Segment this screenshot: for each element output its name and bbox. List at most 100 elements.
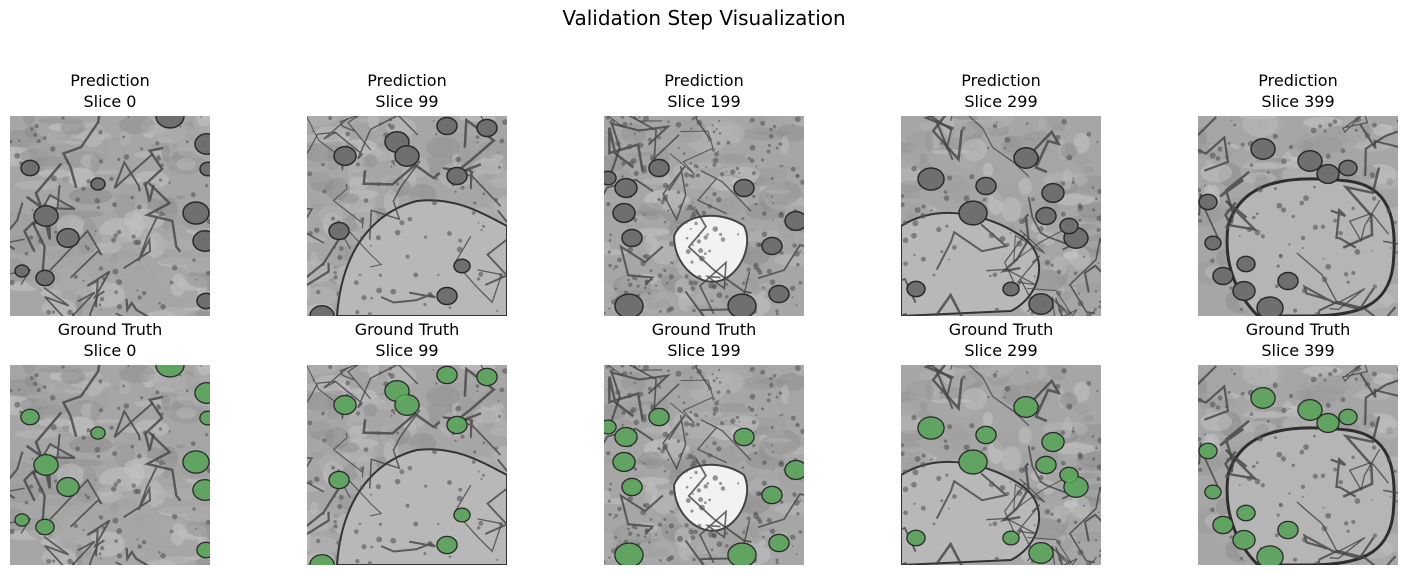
panel-title: Ground Truth: [57, 320, 163, 339]
panel-slice-label: Slice 299: [964, 92, 1038, 111]
mask-region: [762, 487, 782, 503]
prediction-image: [307, 116, 507, 316]
panel-slice-label: Slice 199: [667, 341, 741, 360]
mask-region: [36, 519, 54, 535]
mask-region: [200, 411, 210, 425]
mask-region: [728, 543, 756, 565]
mask-region: [1251, 388, 1275, 408]
ground-truth-panel-title: Ground Truth Slice 199: [554, 319, 854, 361]
panel-title: Ground Truth: [651, 320, 757, 339]
panel-title: Prediction: [1258, 71, 1338, 90]
mask-region: [1339, 409, 1357, 425]
em-slice-image: [307, 365, 507, 565]
panel-slice-label: Slice 299: [964, 341, 1038, 360]
mask-region: [437, 537, 457, 553]
mask-region: [1060, 467, 1078, 483]
mask-region: [769, 535, 789, 551]
mask-region: [197, 542, 210, 558]
em-slice-image: [307, 116, 507, 316]
ground-truth-panel-title: Ground Truth Slice 0: [0, 319, 260, 361]
mask-region: [156, 365, 184, 377]
em-slice-image: [10, 116, 210, 316]
panel-title: Ground Truth: [948, 320, 1054, 339]
mask-region: [1237, 505, 1255, 521]
mask-region: [1213, 517, 1233, 533]
ground-truth-panel-title: Ground Truth Slice 299: [851, 319, 1151, 361]
prediction-image: [1198, 116, 1398, 316]
mask-region: [1205, 485, 1221, 499]
em-slice-image: [1198, 116, 1398, 316]
mask-region: [437, 367, 457, 383]
mask-region: [195, 383, 210, 403]
em-slice-image: [10, 365, 210, 565]
panel-title: Prediction: [961, 71, 1041, 90]
mask-region: [976, 427, 996, 443]
mask-region: [183, 451, 209, 473]
mask-region: [21, 409, 39, 425]
mask-region: [91, 427, 105, 439]
em-slice-image: [604, 365, 804, 565]
panel-slice-label: Slice 399: [1261, 92, 1335, 111]
prediction-image: [901, 116, 1101, 316]
panel-title: Ground Truth: [354, 320, 460, 339]
mask-region: [385, 381, 409, 401]
mask-region: [649, 409, 669, 425]
prediction-panel-title: Prediction Slice 0: [0, 70, 260, 112]
mask-region: [454, 508, 470, 522]
mask-region: [1257, 546, 1283, 565]
panel-title: Ground Truth: [1245, 320, 1351, 339]
mask-region: [604, 420, 616, 434]
mask-region: [1003, 531, 1019, 545]
em-slice-image: [1198, 365, 1398, 565]
prediction-image: [10, 116, 210, 316]
prediction-panel-title: Prediction Slice 99: [257, 70, 557, 112]
mask-region: [785, 461, 804, 479]
mask-region: [15, 514, 29, 526]
prediction-panel-title: Prediction Slice 199: [554, 70, 854, 112]
em-slice-image: [901, 365, 1101, 565]
mask-region: [1317, 414, 1339, 432]
panel-slice-label: Slice 99: [375, 341, 439, 360]
prediction-panel-title: Prediction Slice 299: [851, 70, 1151, 112]
mask-region: [918, 417, 944, 439]
ground-truth-image: [604, 365, 804, 565]
mask-region: [34, 455, 58, 475]
panel-slice-label: Slice 0: [83, 92, 137, 111]
ground-truth-panel-title: Ground Truth Slice 399: [1148, 319, 1408, 361]
panel-slice-label: Slice 99: [375, 92, 439, 111]
mask-region: [334, 396, 356, 414]
mask-region: [447, 417, 467, 433]
mask-region: [907, 530, 925, 546]
ground-truth-panel-title: Ground Truth Slice 99: [257, 319, 557, 361]
panel-slice-label: Slice 399: [1261, 341, 1335, 360]
mask-region: [622, 479, 642, 495]
ground-truth-image: [307, 365, 507, 565]
panel-title: Prediction: [70, 71, 150, 90]
mask-region: [310, 555, 334, 565]
em-slice-image: [901, 116, 1101, 316]
mask-region: [1029, 543, 1053, 563]
mask-region: [1199, 443, 1217, 459]
mask-region: [615, 428, 637, 446]
mask-region: [329, 472, 349, 488]
mask-region: [1036, 457, 1056, 473]
prediction-panel-title: Prediction Slice 399: [1148, 70, 1408, 112]
ground-truth-image: [901, 365, 1101, 565]
mask-region: [1014, 397, 1038, 417]
ground-truth-image: [1198, 365, 1398, 565]
mask-region: [1042, 433, 1064, 451]
mask-region: [959, 450, 987, 474]
panel-title: Prediction: [367, 71, 447, 90]
mask-region: [1233, 531, 1255, 549]
em-slice-image: [604, 116, 804, 316]
mask-region: [193, 480, 210, 500]
mask-region: [57, 478, 79, 496]
mask-region: [1064, 477, 1088, 497]
mask-region: [477, 369, 497, 385]
ground-truth-image: [10, 365, 210, 565]
mask-region: [1298, 400, 1322, 420]
mask-region: [1278, 522, 1298, 538]
panel-title: Prediction: [664, 71, 744, 90]
prediction-image: [604, 116, 804, 316]
figure-title: Validation Step Visualization: [562, 6, 846, 30]
